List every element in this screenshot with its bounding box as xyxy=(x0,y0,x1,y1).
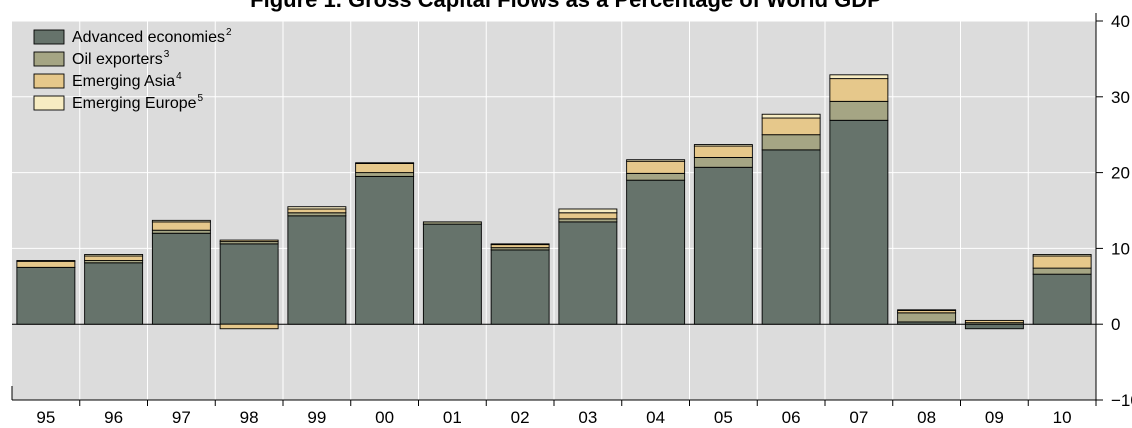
x-tick-label: 97 xyxy=(172,408,191,427)
bar-segment xyxy=(490,249,550,325)
bar-segment xyxy=(16,260,76,268)
x-tick-label: 01 xyxy=(443,408,462,427)
legend-label: Emerging Europe xyxy=(72,95,197,112)
bar-segment xyxy=(693,166,753,325)
x-tick-label: 04 xyxy=(646,408,665,427)
x-tick-label: 96 xyxy=(104,408,123,427)
bar-segment xyxy=(219,243,279,325)
bar-segment xyxy=(16,260,76,262)
bar-segment xyxy=(761,149,821,325)
legend-label: Oil exporters xyxy=(72,51,163,68)
legend-superscript: 2 xyxy=(226,27,232,38)
y-tick-label: 30 xyxy=(1111,88,1130,107)
y-tick-label: 20 xyxy=(1111,164,1130,183)
bar-segment xyxy=(355,162,415,164)
bar-segment xyxy=(558,208,618,214)
bar-segment xyxy=(287,206,347,210)
bar-segment xyxy=(1032,254,1092,257)
bar-segment xyxy=(1032,255,1092,269)
bar-segment xyxy=(897,309,957,312)
x-tick-label: 08 xyxy=(917,408,936,427)
x-tick-label: 00 xyxy=(375,408,394,427)
bar-segment xyxy=(693,144,753,147)
bar-segment xyxy=(84,255,144,261)
x-tick-label: 99 xyxy=(307,408,326,427)
bar-segment xyxy=(355,175,415,325)
bar-segment xyxy=(422,221,482,225)
bar-segment xyxy=(287,212,347,217)
bar-segment xyxy=(151,229,211,234)
legend-label: Advanced economies xyxy=(72,29,225,46)
bar-segment xyxy=(829,119,889,325)
bar-segment xyxy=(219,239,279,243)
bar-segment xyxy=(84,254,144,257)
bar-segment xyxy=(693,145,753,158)
x-tick-label: 98 xyxy=(240,408,259,427)
bar-segment xyxy=(287,215,347,325)
bar-segment xyxy=(626,172,686,181)
bar-segment xyxy=(829,74,889,80)
bar-segment xyxy=(897,312,957,323)
bar-segment xyxy=(16,266,76,325)
y-tick-label: 40 xyxy=(1111,12,1130,31)
legend-superscript: 3 xyxy=(164,49,170,60)
bar-segment xyxy=(355,163,415,174)
x-tick-label: 03 xyxy=(578,408,597,427)
bar-segment xyxy=(355,172,415,177)
x-tick-label: 05 xyxy=(714,408,733,427)
x-tick-label: 09 xyxy=(985,408,1004,427)
bar-segment xyxy=(151,219,211,223)
bar-segment xyxy=(219,323,279,330)
bar-segment xyxy=(84,262,144,325)
x-tick-label: 95 xyxy=(36,408,55,427)
bar-segment xyxy=(558,212,618,220)
bar-segment xyxy=(626,159,686,162)
legend-swatch xyxy=(33,29,65,45)
bar-segment xyxy=(964,319,1024,324)
y-tick-label: 0 xyxy=(1111,315,1120,334)
bar-segment xyxy=(761,134,821,151)
bar-segment xyxy=(626,179,686,325)
bar-segment xyxy=(558,218,618,223)
bar-segment xyxy=(151,232,211,325)
y-tick-label: 10 xyxy=(1111,239,1130,258)
legend-superscript: 5 xyxy=(198,93,204,104)
bar-segment xyxy=(829,78,889,102)
bar-segment xyxy=(1032,273,1092,325)
bar-segment xyxy=(558,221,618,325)
legend-label: Emerging Asia xyxy=(72,73,175,90)
x-tick-label: 10 xyxy=(1053,408,1072,427)
bar-segment xyxy=(422,223,482,325)
x-tick-label: 06 xyxy=(782,408,801,427)
bar-segment xyxy=(1032,267,1092,275)
x-tick-label: 02 xyxy=(511,408,530,427)
bar-segment xyxy=(626,160,686,174)
chart-title: Figure 1. Gross Capital Flows as a Perce… xyxy=(0,0,1132,13)
bar-segment xyxy=(761,117,821,136)
legend-swatch xyxy=(33,73,65,89)
x-tick-label: 07 xyxy=(849,408,868,427)
y-tick-label: −10 xyxy=(1111,391,1132,410)
legend-swatch xyxy=(33,95,65,111)
bar-segment xyxy=(287,208,347,214)
bar-segment xyxy=(490,243,550,246)
bar-segment xyxy=(693,156,753,168)
legend-swatch xyxy=(33,51,65,67)
legend-superscript: 4 xyxy=(176,71,182,82)
bar-segment xyxy=(761,113,821,119)
bar-segment xyxy=(829,100,889,121)
bar-segment xyxy=(490,244,550,249)
bar-segment xyxy=(151,221,211,231)
bar-segment xyxy=(964,323,1024,330)
